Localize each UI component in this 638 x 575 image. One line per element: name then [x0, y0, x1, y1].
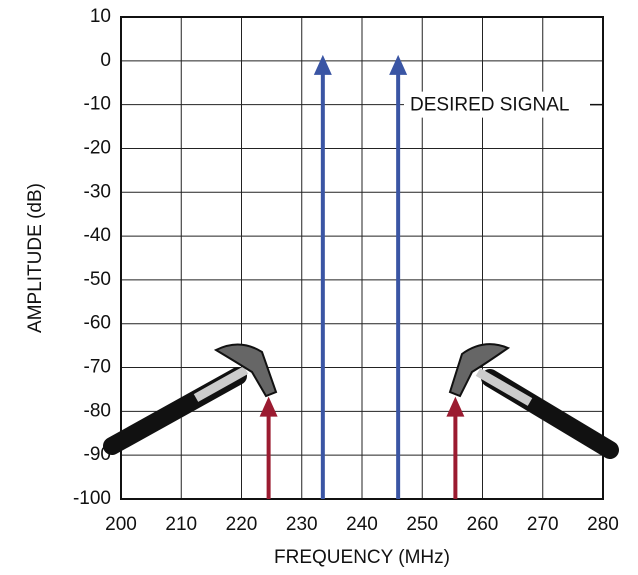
y-axis-label: AMPLITUDE (dB)	[25, 183, 46, 333]
x-tick-label: 240	[346, 514, 378, 535]
y-tick-label: 0	[100, 50, 111, 71]
arrow	[259, 396, 278, 499]
y-tick-label: -100	[73, 488, 111, 509]
arrow	[389, 54, 408, 500]
x-tick-label: 200	[105, 514, 137, 535]
arrow	[446, 396, 465, 499]
y-tick-label: -50	[84, 269, 111, 290]
y-tick-label: -70	[84, 357, 111, 378]
y-tick-label: -10	[84, 94, 111, 115]
x-tick-label: 270	[527, 514, 559, 535]
hammer-icons	[103, 343, 619, 459]
hammer-left	[103, 343, 278, 455]
y-tick-label: -40	[84, 225, 111, 246]
y-tick-label: -60	[84, 313, 111, 334]
annotation-bg	[404, 91, 590, 118]
annotation: DESIRED SIGNAL	[410, 95, 569, 116]
x-tick-label: 260	[467, 514, 499, 535]
x-tick-label: 220	[226, 514, 258, 535]
x-axis-label: FREQUENCY (MHz)	[274, 547, 450, 568]
x-tick-label: 210	[165, 514, 197, 535]
y-tick-label: -30	[84, 181, 111, 202]
y-tick-label: -80	[84, 400, 111, 421]
x-tick-label: 230	[286, 514, 318, 535]
y-tick-label: 10	[90, 6, 111, 27]
plot-frame	[120, 16, 604, 500]
y-tick-label: -20	[84, 137, 111, 158]
hammer-right	[448, 343, 619, 459]
arrow	[313, 54, 332, 500]
x-tick-label: 280	[587, 514, 619, 535]
x-tick-label: 250	[406, 514, 438, 535]
